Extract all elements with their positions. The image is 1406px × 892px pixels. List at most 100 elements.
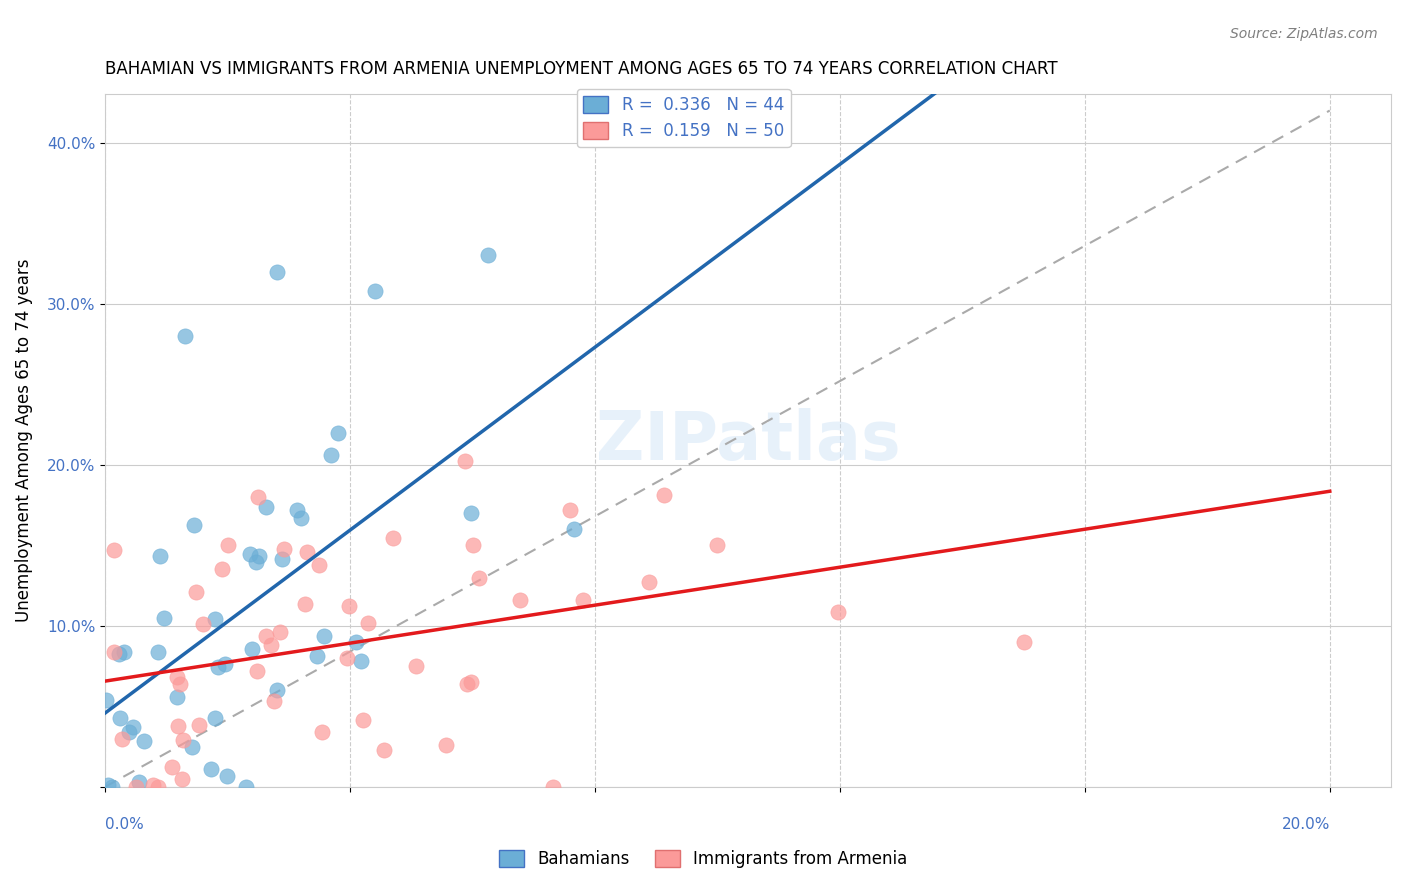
Point (128, 774, 150, 789)
Point (344, 635, 367, 649)
Point (183, 518, 205, 533)
Point (1012, 635, 1035, 649)
Point (405, 658, 427, 673)
Point (103, 543, 125, 558)
Point (285, 503, 308, 517)
Y-axis label: Unemployment Among Ages 65 to 74 years: Unemployment Among Ages 65 to 74 years (15, 259, 32, 623)
Point (240, 641, 263, 656)
Point (350, 654, 373, 668)
Point (142, 778, 165, 792)
Point (456, 677, 478, 691)
Point (266, 683, 288, 698)
Point (541, 780, 564, 794)
Text: BAHAMIAN VS IMMIGRANTS FROM ARMENIA UNEMPLOYMENT AMONG AGES 65 TO 74 YEARS CORRE: BAHAMIAN VS IMMIGRANTS FROM ARMENIA UNEM… (105, 60, 1057, 78)
Point (146, 645, 169, 659)
Point (166, 690, 188, 705)
Point (260, 638, 283, 652)
Text: Source: ZipAtlas.com: Source: ZipAtlas.com (1230, 27, 1378, 41)
Point (326, 425, 349, 440)
Point (357, 616, 380, 631)
Point (652, 488, 675, 502)
Point (122, 720, 145, 734)
Legend: Bahamians, Immigrants from Armenia: Bahamians, Immigrants from Armenia (492, 843, 914, 875)
Point (186, 584, 208, 599)
Point (160, 760, 183, 774)
Point (477, 248, 499, 262)
Point (188, 718, 211, 732)
Point (266, 264, 288, 278)
Point (273, 542, 295, 557)
Point (111, 732, 134, 747)
Point (132, 734, 155, 748)
Point (247, 549, 270, 564)
Point (352, 713, 374, 727)
Point (311, 724, 333, 739)
Point (269, 624, 291, 639)
Point (101, 780, 124, 794)
Point (97, 778, 120, 792)
Point (166, 670, 188, 684)
Point (460, 507, 482, 521)
Point (235, 780, 257, 794)
Point (204, 711, 226, 725)
Point (254, 629, 277, 643)
Point (245, 555, 267, 569)
Point (117, 725, 139, 739)
Point (191, 616, 214, 631)
Point (112, 645, 135, 659)
Point (373, 743, 395, 757)
Point (339, 599, 361, 613)
Point (149, 549, 172, 563)
Point (124, 780, 146, 794)
Point (461, 538, 484, 552)
Point (108, 711, 131, 725)
Point (211, 562, 233, 576)
Point (239, 547, 262, 561)
Point (312, 630, 335, 644)
Point (294, 598, 316, 612)
Point (335, 651, 357, 665)
Point (290, 510, 312, 524)
Point (295, 545, 318, 559)
Legend: R =  0.336   N = 44, R =  0.159   N = 50: R = 0.336 N = 44, R = 0.159 N = 50 (576, 89, 790, 147)
Point (460, 674, 482, 689)
Point (560, 503, 582, 517)
Point (254, 500, 277, 514)
Point (638, 575, 661, 590)
Point (204, 612, 226, 626)
Point (271, 551, 294, 566)
Point (214, 657, 236, 671)
Text: ZIPatlas: ZIPatlas (596, 408, 900, 474)
Text: 0.0%: 0.0% (105, 817, 143, 832)
Point (305, 649, 328, 664)
Point (170, 772, 193, 787)
Point (571, 593, 593, 607)
Point (172, 733, 194, 747)
Point (827, 605, 849, 619)
Point (706, 538, 728, 552)
Point (169, 677, 191, 691)
Point (146, 780, 169, 794)
Point (167, 719, 190, 733)
Point (94, 693, 117, 707)
Point (217, 538, 239, 552)
Point (434, 738, 457, 752)
Point (108, 647, 131, 661)
Point (247, 490, 270, 504)
Point (468, 571, 491, 585)
Point (263, 694, 285, 708)
Point (245, 664, 267, 678)
Point (103, 645, 125, 659)
Point (153, 611, 176, 625)
Point (200, 763, 222, 777)
Point (181, 740, 204, 755)
Point (173, 329, 195, 343)
Point (382, 531, 405, 545)
Point (207, 660, 229, 674)
Text: 20.0%: 20.0% (1281, 817, 1330, 832)
Point (319, 449, 342, 463)
Point (308, 558, 330, 573)
Point (364, 284, 387, 298)
Point (454, 454, 477, 468)
Point (215, 769, 238, 783)
